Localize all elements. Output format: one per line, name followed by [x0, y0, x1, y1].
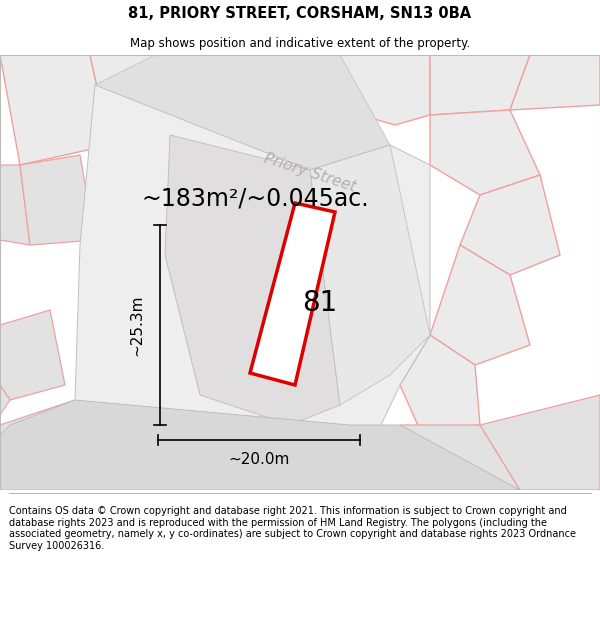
Polygon shape: [0, 385, 10, 415]
Polygon shape: [75, 85, 430, 490]
Polygon shape: [95, 55, 390, 170]
Polygon shape: [510, 55, 600, 110]
Text: Priory Street: Priory Street: [262, 151, 358, 195]
Text: ~183m²/~0.045ac.: ~183m²/~0.045ac.: [141, 186, 369, 210]
Text: Map shows position and indicative extent of the property.: Map shows position and indicative extent…: [130, 38, 470, 51]
Polygon shape: [0, 165, 30, 245]
Polygon shape: [480, 395, 600, 490]
Polygon shape: [35, 465, 145, 490]
Text: ~25.3m: ~25.3m: [130, 294, 145, 356]
Polygon shape: [0, 400, 100, 490]
Polygon shape: [20, 155, 95, 245]
Polygon shape: [350, 425, 520, 490]
Text: 81, PRIORY STREET, CORSHAM, SN13 0BA: 81, PRIORY STREET, CORSHAM, SN13 0BA: [128, 6, 472, 21]
Polygon shape: [0, 55, 110, 165]
Polygon shape: [0, 310, 65, 400]
Polygon shape: [400, 335, 480, 430]
Polygon shape: [340, 55, 430, 125]
Text: Contains OS data © Crown copyright and database right 2021. This information is : Contains OS data © Crown copyright and d…: [9, 506, 576, 551]
Polygon shape: [460, 175, 560, 275]
Polygon shape: [430, 110, 540, 195]
Text: 81: 81: [302, 289, 338, 317]
Polygon shape: [90, 55, 200, 145]
Polygon shape: [430, 245, 530, 365]
Polygon shape: [0, 400, 520, 490]
Polygon shape: [250, 203, 335, 385]
Text: ~20.0m: ~20.0m: [229, 452, 290, 467]
Polygon shape: [0, 25, 90, 55]
Polygon shape: [310, 145, 430, 405]
Polygon shape: [430, 55, 530, 115]
Polygon shape: [165, 135, 340, 425]
